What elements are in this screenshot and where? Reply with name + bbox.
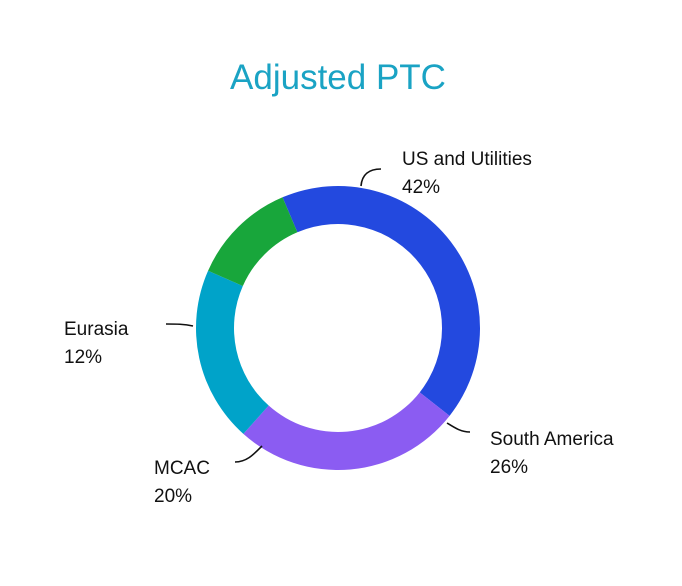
leader-line-south-america xyxy=(446,422,471,433)
slice-south-america xyxy=(243,392,450,470)
slice-value-label: 42% xyxy=(402,177,440,198)
leader-line-mcac xyxy=(234,445,263,463)
slice-category-label: US and Utilities xyxy=(402,149,532,170)
slice-value-label: 12% xyxy=(64,347,102,368)
slice-category-label: MCAC xyxy=(154,458,210,479)
slice-eurasia xyxy=(208,197,298,287)
leader-line-us-and-utilities xyxy=(360,168,382,187)
slice-value-label: 26% xyxy=(490,457,528,478)
slice-value-label: 20% xyxy=(154,486,192,507)
slice-us-and-utilities xyxy=(282,186,480,416)
leader-line-eurasia xyxy=(165,323,194,327)
slice-category-label: South America xyxy=(490,429,614,450)
slice-category-label: Eurasia xyxy=(64,319,129,340)
chart-title: Adjusted PTC xyxy=(230,58,446,97)
slice-mcac xyxy=(196,270,269,434)
